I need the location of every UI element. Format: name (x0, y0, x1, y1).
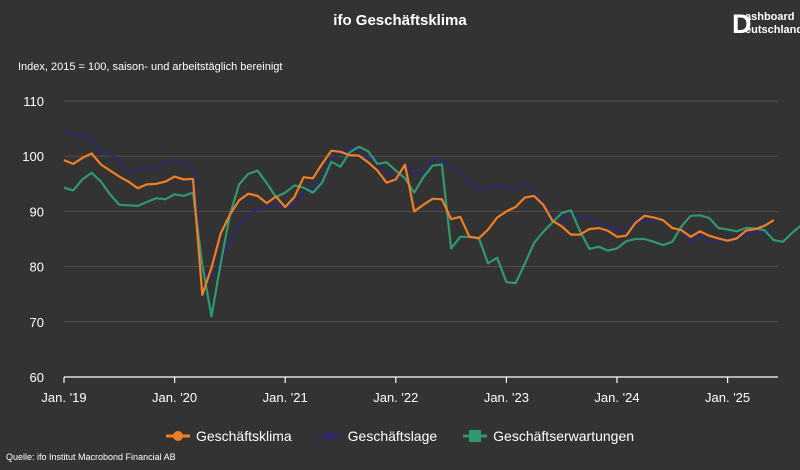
legend-item-geschaeftsklima: Geschäftsklima (165, 427, 292, 445)
x-tick-label: Jan. '25 (705, 390, 750, 405)
legend-label-geschaeftsklima: Geschäftsklima (195, 428, 292, 444)
legend-swatch-geschaeftsklima (165, 431, 190, 441)
legend-swatch-geschaeftserwartungen (463, 430, 488, 442)
y-tick-label: 110 (23, 94, 44, 109)
chart-title: ifo Geschäftsklima (333, 12, 467, 29)
chart-subtitle: Index, 2015 = 100, saison- und arbeitstä… (18, 61, 283, 73)
legend-label-geschaeftslage: Geschäftslage (347, 428, 438, 444)
y-tick-label: 70 (30, 315, 44, 330)
x-tick-label: Jan. '21 (263, 390, 308, 405)
x-axis: Jan. '19 Jan. '20 Jan. '21 Jan. '22 Jan. '23… (41, 376, 778, 405)
y-axis-ticks: 60 70 80 90 100 110 (22, 94, 44, 385)
y-tick-label: 60 (30, 370, 44, 385)
series-line-geschaeftsklima (63, 149, 775, 296)
x-tick-label: Jan. '19 (41, 390, 86, 405)
series-lines (63, 130, 800, 318)
legend-swatch-geschaeftslage (317, 430, 342, 442)
dashboard-deutschland-logo: D ashboard eutschland (732, 9, 800, 41)
x-tick-label: Jan. '20 (152, 390, 197, 405)
grid-lines (64, 100, 778, 323)
x-tick-label: Jan. '22 (373, 390, 418, 405)
logo-line-1: ashboard (745, 11, 795, 23)
series-line-geschaeftslage (63, 130, 774, 279)
logo-line-2: eutschland (745, 24, 800, 36)
y-tick-label: 90 (30, 204, 44, 219)
y-tick-label: 100 (22, 149, 44, 164)
legend-item-geschaeftslage: Geschäftslage (317, 427, 438, 445)
source-note: Quelle: ifo Institut Macrobond Financial… (6, 452, 176, 462)
legend-label-geschaeftserwartungen: Geschäftserwartungen (493, 428, 635, 444)
x-tick-label: Jan. '24 (594, 390, 639, 405)
logo-initial: D (732, 9, 752, 39)
x-tick-label: Jan. '23 (484, 390, 529, 405)
legend: Geschäftsklima Geschäftslage Geschäftser… (0, 427, 800, 445)
legend-item-geschaeftserwartungen: Geschäftserwartungen (463, 427, 634, 445)
series-line-geschaeftserwartungen (63, 145, 800, 318)
y-tick-label: 80 (30, 260, 44, 275)
